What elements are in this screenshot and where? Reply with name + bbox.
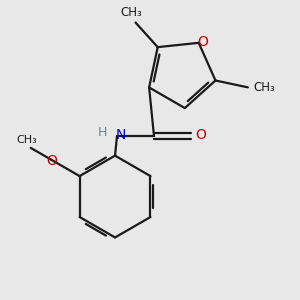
Text: O: O xyxy=(195,128,206,142)
Text: N: N xyxy=(116,128,126,142)
Text: H: H xyxy=(98,126,107,139)
Text: O: O xyxy=(47,154,58,167)
Text: CH₃: CH₃ xyxy=(254,81,275,94)
Text: CH₃: CH₃ xyxy=(16,135,37,145)
Text: CH₃: CH₃ xyxy=(121,6,142,19)
Text: O: O xyxy=(197,35,208,49)
